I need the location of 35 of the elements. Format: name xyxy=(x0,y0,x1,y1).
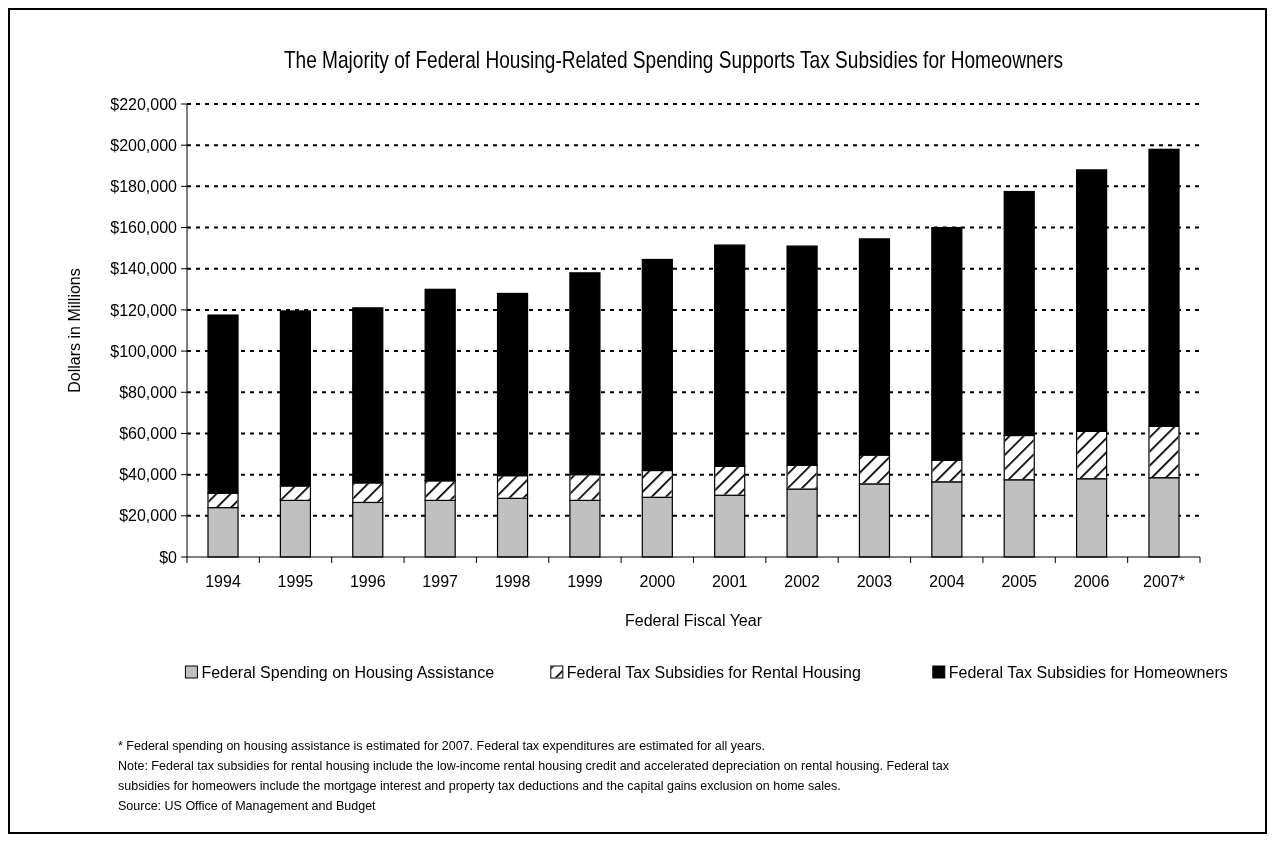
source-note: Source: US Office of Management and Budget xyxy=(118,799,377,813)
legend-label: Federal Tax Subsidies for Homeowners xyxy=(948,664,1228,681)
x-tick-label: 1999 xyxy=(567,573,603,590)
y-tick-label: $180,000 xyxy=(110,177,178,195)
x-tick-label: 2007* xyxy=(1143,573,1185,590)
x-tick-label: 1995 xyxy=(277,573,314,590)
x-tick-label: 2002 xyxy=(784,573,820,590)
y-tick-label: $40,000 xyxy=(119,466,178,484)
x-tick-label: 2001 xyxy=(711,573,748,590)
y-axis-title: Dollars in Millions xyxy=(66,268,83,393)
y-tick-label: $20,000 xyxy=(119,507,178,525)
y-tick-label: $60,000 xyxy=(119,425,178,443)
text: Note: Federal tax subsidies for rental housing include the low-income rental housing credit and accelerated depreciation on rental housing. Federal tax subsidies for homeowers include the mortgage interest and property tax deductions and the capital gains exclusion on home sales. xyxy=(118,759,950,793)
legend-label: Federal Spending on Housing Assistance xyxy=(201,664,495,681)
x-tick-label: 1996 xyxy=(349,573,386,590)
y-tick-label: $80,000 xyxy=(119,383,178,401)
x-tick-label: 1997 xyxy=(422,573,459,590)
x-tick-label: 1994 xyxy=(205,573,241,590)
y-tick-label: $160,000 xyxy=(110,219,178,237)
y-tick-label: $100,000 xyxy=(110,342,178,360)
x-tick-label: 2000 xyxy=(639,573,676,590)
legend-label: Federal Tax Subsidies for Rental Housing xyxy=(566,664,861,681)
x-tick-label: 2004 xyxy=(929,573,965,590)
chart-title: The Majority of Federal Housing-Related Spending Supports Tax Subsidies for Homeowners xyxy=(283,47,1064,73)
x-tick-label: 2003 xyxy=(856,573,893,590)
y-tick-label: $200,000 xyxy=(110,136,178,154)
x-tick-label: 2006 xyxy=(1073,573,1110,590)
y-tick-label: $140,000 xyxy=(110,260,178,278)
y-tick-label: $0 xyxy=(159,548,178,566)
x-tick-label: 1998 xyxy=(494,573,531,590)
y-tick-label: $220,000 xyxy=(110,95,178,113)
y-tick-label: $120,000 xyxy=(110,301,178,319)
text: * Federal spending on housing assistance is estimated for 2007. Federal tax expenditures are estimated for all years. xyxy=(118,739,765,753)
x-axis-title: Federal Fiscal Year xyxy=(625,612,763,629)
x-tick-label: 2005 xyxy=(1001,573,1038,590)
